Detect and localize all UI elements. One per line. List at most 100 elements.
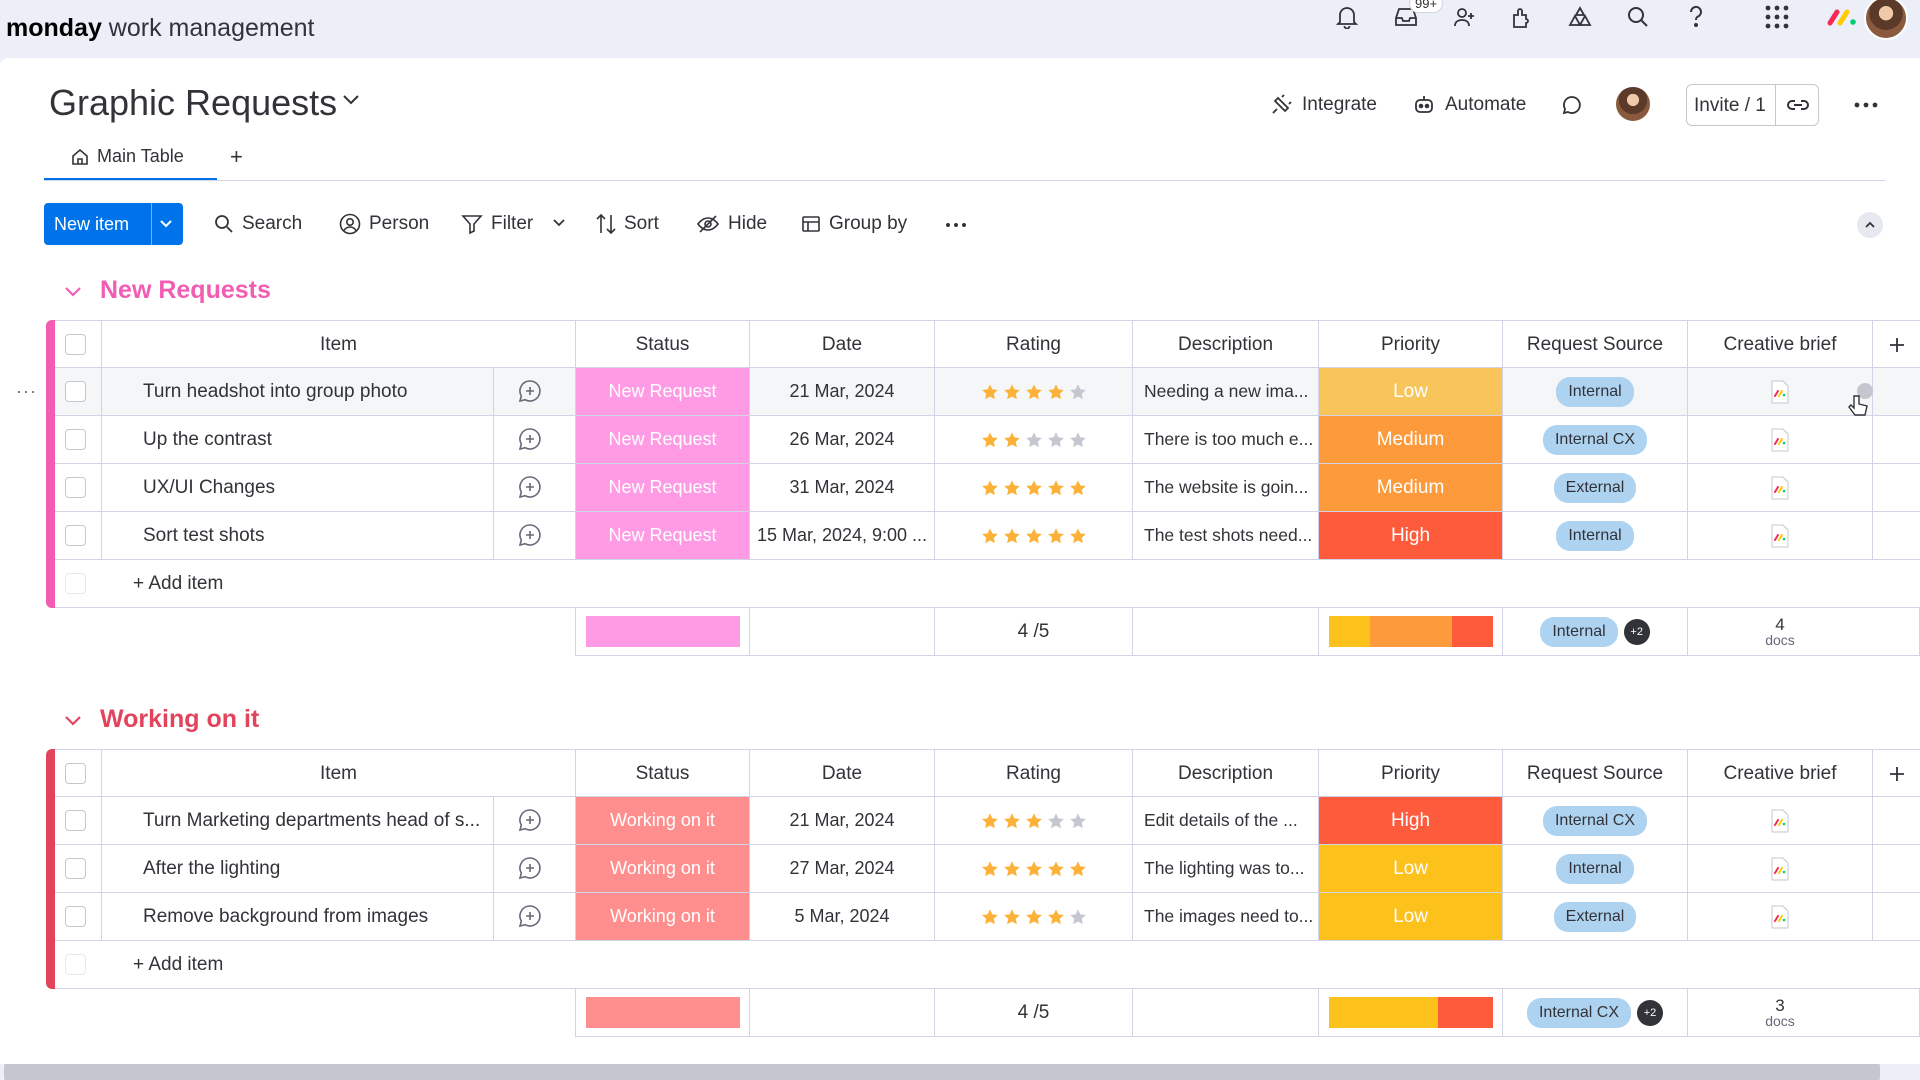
source-tag[interactable]: Internal bbox=[1556, 520, 1634, 551]
star-icon[interactable] bbox=[1069, 908, 1087, 926]
item-name[interactable]: Remove background from images bbox=[143, 906, 429, 927]
column-header-brief[interactable]: Creative brief bbox=[1687, 750, 1872, 797]
collapse-header-button[interactable] bbox=[1857, 212, 1883, 238]
star-icon[interactable] bbox=[1025, 431, 1043, 449]
monday-logo-icon[interactable] bbox=[1824, 0, 1860, 34]
star-icon[interactable] bbox=[1047, 431, 1065, 449]
star-rating[interactable] bbox=[981, 431, 1087, 449]
source-summary[interactable]: Internal CX +2 bbox=[1502, 989, 1687, 1036]
request-source-cell[interactable]: Internal bbox=[1502, 368, 1687, 415]
column-header-status[interactable]: Status bbox=[575, 750, 749, 797]
star-icon[interactable] bbox=[1003, 479, 1021, 497]
table-row[interactable]: Turn headshot into group photo New Reques… bbox=[55, 368, 1920, 416]
update-bubble-icon[interactable] bbox=[517, 522, 543, 548]
description-cell[interactable]: Needing a new ima... bbox=[1132, 368, 1318, 415]
item-cell[interactable] bbox=[101, 512, 575, 559]
update-bubble-icon[interactable] bbox=[517, 474, 543, 500]
copy-link-icon[interactable] bbox=[1786, 94, 1810, 116]
star-icon[interactable] bbox=[1003, 431, 1021, 449]
priority-cell[interactable]: Low bbox=[1318, 368, 1502, 415]
column-header-rating[interactable]: Rating bbox=[934, 321, 1132, 368]
column-header-priority[interactable]: Priority bbox=[1318, 750, 1502, 797]
star-icon[interactable] bbox=[1069, 812, 1087, 830]
source-tag[interactable]: Internal bbox=[1556, 853, 1634, 884]
status-summary[interactable] bbox=[575, 608, 749, 655]
star-icon[interactable] bbox=[1069, 383, 1087, 401]
column-header-description[interactable]: Description bbox=[1132, 750, 1318, 797]
search-button[interactable]: Search bbox=[214, 212, 302, 236]
source-tag[interactable]: Internal CX bbox=[1542, 805, 1648, 836]
doc-file-icon[interactable] bbox=[1770, 476, 1790, 500]
doc-file-icon[interactable] bbox=[1770, 809, 1790, 833]
star-icon[interactable] bbox=[1025, 479, 1043, 497]
item-cell[interactable] bbox=[101, 416, 575, 463]
request-source-cell[interactable]: Internal bbox=[1502, 512, 1687, 559]
table-row[interactable]: Sort test shots New Request 15 Mar, 2024, … bbox=[55, 512, 1920, 560]
add-item-row[interactable]: + Add item bbox=[55, 941, 1920, 989]
star-icon[interactable] bbox=[1047, 812, 1065, 830]
star-icon[interactable] bbox=[981, 431, 999, 449]
rating-cell[interactable] bbox=[934, 368, 1132, 415]
request-source-cell[interactable]: Internal CX bbox=[1502, 416, 1687, 463]
priority-cell[interactable]: High bbox=[1318, 512, 1502, 559]
item-name[interactable]: Turn headshot into group photo bbox=[143, 381, 408, 402]
item-name[interactable]: Turn Marketing departments head of s... bbox=[143, 810, 481, 831]
row-checkbox[interactable] bbox=[65, 381, 86, 402]
star-icon[interactable] bbox=[981, 383, 999, 401]
star-icon[interactable] bbox=[981, 860, 999, 878]
item-cell[interactable] bbox=[101, 797, 575, 844]
ai-icon[interactable] bbox=[1563, 0, 1597, 34]
row-menu-icon[interactable]: ··· bbox=[16, 381, 37, 401]
date-cell[interactable]: 26 Mar, 2024 bbox=[749, 416, 934, 463]
row-checkbox[interactable] bbox=[65, 858, 86, 879]
star-icon[interactable] bbox=[981, 908, 999, 926]
item-name[interactable]: UX/UI Changes bbox=[143, 477, 276, 498]
update-bubble-icon[interactable] bbox=[517, 378, 543, 404]
description-cell[interactable]: The lighting was to... bbox=[1132, 845, 1318, 892]
table-row[interactable]: After the lighting Working on it 27 Mar, 2… bbox=[55, 845, 1920, 893]
table-row[interactable]: Up the contrast New Request 26 Mar, 2024 Th… bbox=[55, 416, 1920, 464]
collapse-group-chevron-icon[interactable] bbox=[64, 286, 82, 298]
star-icon[interactable] bbox=[1047, 479, 1065, 497]
creative-brief-cell[interactable] bbox=[1687, 368, 1872, 415]
doc-file-icon[interactable] bbox=[1770, 857, 1790, 881]
status-cell[interactable]: Working on it bbox=[575, 845, 749, 892]
star-rating[interactable] bbox=[981, 479, 1087, 497]
rating-cell[interactable] bbox=[934, 797, 1132, 844]
doc-file-icon[interactable] bbox=[1770, 524, 1790, 548]
item-name[interactable]: After the lighting bbox=[143, 858, 281, 879]
priority-cell[interactable]: High bbox=[1318, 797, 1502, 844]
item-cell[interactable] bbox=[101, 845, 575, 892]
rating-cell[interactable] bbox=[934, 464, 1132, 511]
rating-cell[interactable] bbox=[934, 845, 1132, 892]
status-cell[interactable]: New Request bbox=[575, 464, 749, 511]
add-item-row[interactable]: + Add item bbox=[55, 560, 1920, 608]
user-avatar[interactable] bbox=[1864, 0, 1908, 40]
more-options-icon[interactable] bbox=[1854, 102, 1878, 108]
description-cell[interactable]: The test shots need... bbox=[1132, 512, 1318, 559]
group-by-button[interactable]: Group by bbox=[801, 212, 907, 236]
doc-file-icon[interactable] bbox=[1770, 380, 1790, 404]
search-icon[interactable] bbox=[1621, 0, 1655, 34]
apps-icon[interactable] bbox=[1505, 0, 1539, 34]
row-checkbox[interactable] bbox=[65, 525, 86, 546]
priority-summary[interactable] bbox=[1318, 608, 1502, 655]
source-tag[interactable]: External bbox=[1553, 901, 1637, 932]
update-bubble-icon[interactable] bbox=[517, 903, 543, 929]
status-cell[interactable]: New Request bbox=[575, 368, 749, 415]
source-tag[interactable]: External bbox=[1553, 472, 1637, 503]
description-cell[interactable]: Edit details of the ... bbox=[1132, 797, 1318, 844]
star-icon[interactable] bbox=[1047, 383, 1065, 401]
status-cell[interactable]: New Request bbox=[575, 512, 749, 559]
status-cell[interactable]: Working on it bbox=[575, 797, 749, 844]
priority-cell[interactable]: Medium bbox=[1318, 464, 1502, 511]
rating-cell[interactable] bbox=[934, 893, 1132, 940]
creative-brief-cell[interactable] bbox=[1687, 797, 1872, 844]
column-header-source[interactable]: Request Source bbox=[1502, 750, 1687, 797]
filter-button[interactable]: Filter bbox=[461, 212, 533, 236]
star-rating[interactable] bbox=[981, 860, 1087, 878]
brand-logo[interactable]: monday work management bbox=[6, 14, 315, 42]
rating-cell[interactable] bbox=[934, 512, 1132, 559]
add-item-input[interactable]: + Add item bbox=[133, 954, 224, 975]
source-tag[interactable]: Internal CX bbox=[1542, 424, 1648, 455]
